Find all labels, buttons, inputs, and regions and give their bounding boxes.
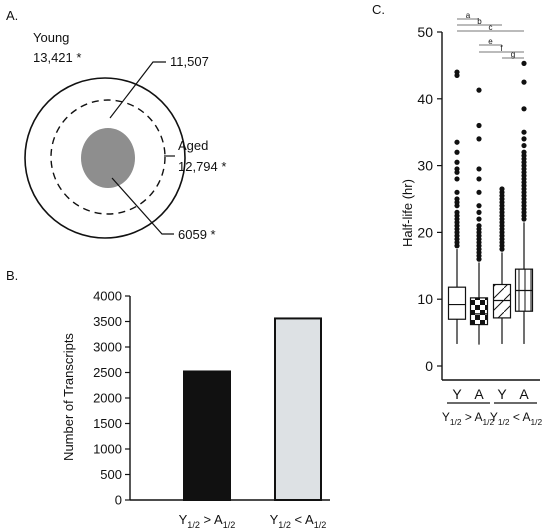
panel-c-group-label: Y1/2 > A1/2: [442, 410, 495, 427]
panel-b-y-tick-label: 4000: [93, 289, 122, 304]
outlier-point: [521, 79, 527, 85]
aged-value: 12,794 *: [178, 159, 226, 174]
outlier-point: [476, 136, 482, 142]
outlier-point: [476, 87, 482, 93]
panel-b-y-axis-title: Number of Transcripts: [61, 333, 76, 461]
outlier-point: [476, 122, 482, 129]
outlier-point: [454, 69, 460, 75]
panel-b-y-tick-label: 1000: [93, 442, 122, 457]
panel-c-y-tick-label: 0: [425, 358, 433, 374]
young-label: Young: [33, 30, 69, 45]
overlap-young-value: 11,507: [170, 54, 209, 69]
panel-b-y-tick-label: 2500: [93, 365, 122, 380]
young-circle: [24, 77, 186, 239]
panel-c-y-tick-label: 50: [417, 24, 433, 40]
panel-c-y-axis-title: Half-life (hr): [400, 179, 415, 247]
outlier-point: [499, 186, 505, 192]
panel-b-label: B.: [6, 268, 18, 283]
panel-c-x-tick-label: Y: [452, 386, 462, 402]
outlier-point: [476, 223, 482, 229]
panel-c-y-tick-label: 10: [417, 291, 433, 307]
box: [492, 283, 512, 319]
box: [469, 297, 489, 326]
panel-b-x-tick-label: Y1/2 > A1/2: [179, 512, 236, 530]
outlier-point: [454, 166, 460, 172]
outlier-point: [521, 60, 527, 66]
panel-b-y-tick-label: 3500: [93, 314, 122, 329]
significance-letter: b: [477, 17, 482, 26]
significance-letter: e: [488, 37, 493, 46]
outlier-point: [454, 189, 460, 195]
outlier-point: [521, 142, 527, 149]
outlier-point: [521, 149, 527, 155]
bar: [183, 370, 231, 502]
panel-b-y-tick-label: 3000: [93, 340, 122, 355]
outlier-point: [454, 139, 460, 145]
significance-letter: f: [500, 44, 503, 53]
outlier-point: [454, 209, 460, 215]
outlier-point: [454, 149, 460, 155]
panel-a: A. Young 13,421 * 11,507 Aged 12,794 * 6…: [6, 8, 226, 242]
core-value: 6059 *: [178, 227, 216, 242]
panel-b-y-tick-label: 1500: [93, 416, 122, 431]
young-value: 13,421 *: [33, 50, 81, 65]
core-overlap-area: [81, 128, 135, 188]
panel-b-y-tick-label: 0: [115, 493, 122, 508]
outlier-point: [476, 203, 482, 209]
bar: [274, 317, 322, 501]
core-pointer-line: [111, 177, 174, 235]
outlier-point: [521, 129, 527, 135]
significance-letter: c: [489, 23, 493, 32]
outlier-point: [476, 209, 482, 215]
panel-c-group-label: Y1/2 < A1/2: [490, 410, 543, 427]
panel-c-y-tick-label: 20: [417, 224, 433, 240]
panel-b-x-tick-label: Y1/2 < A1/2: [270, 512, 327, 530]
panel-c-x-tick-label: Y: [497, 386, 507, 402]
outlier-point: [454, 176, 460, 182]
box: [447, 286, 467, 320]
outlier-point: [476, 176, 482, 182]
outlier-point: [521, 106, 527, 112]
outlier-point: [454, 159, 460, 165]
significance-letter: g: [511, 50, 515, 59]
panel-c-x-tick-label: A: [474, 386, 484, 402]
panel-c-y-tick-label: 30: [417, 158, 433, 174]
panel-b: B. Number of Transcripts 0 500 1000 1500 200…: [6, 268, 330, 530]
aged-label: Aged: [178, 138, 208, 153]
outlier-point: [476, 189, 482, 195]
overlap-pointer-line: [109, 61, 166, 119]
panel-b-y-tick-label: 2000: [93, 391, 122, 406]
outlier-point: [454, 196, 460, 202]
panel-b-y-tick-label: 500: [100, 467, 122, 482]
significance-letter: a: [466, 11, 471, 20]
panel-c-x-tick-label: A: [519, 386, 529, 402]
panel-c-label: C.: [372, 2, 385, 17]
outlier-point: [476, 216, 482, 222]
aged-circle: [50, 99, 166, 215]
outlier-point: [476, 166, 482, 172]
panel-a-label: A.: [6, 8, 18, 23]
panel-c-y-tick-label: 40: [417, 91, 433, 107]
outlier-point: [521, 136, 527, 142]
